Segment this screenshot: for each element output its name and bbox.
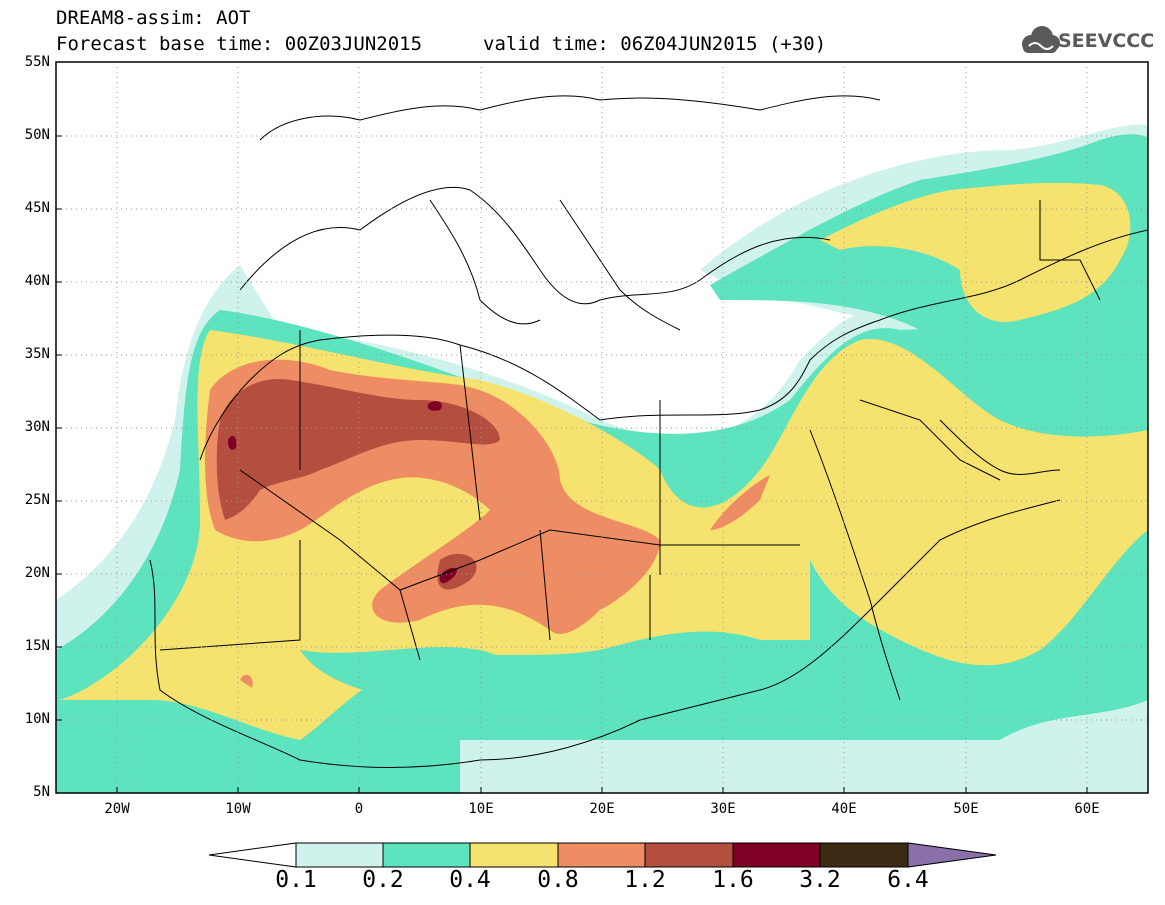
ticks [56,135,1088,793]
lat-label: 25N [24,492,50,508]
aot-band-1-6 [228,401,457,584]
colorbar-label: 0.8 [537,867,579,893]
colorbar-label: 0.2 [362,867,404,893]
lon-label: 60E [1074,801,1100,817]
lon-label: 20E [589,801,615,817]
lat-label: 45N [24,200,50,216]
lat-label: 30N [24,419,50,435]
lon-label: 50E [953,801,979,817]
cloud-icon [1022,26,1060,53]
logo-text: SEEVCCC [1058,30,1155,52]
map-title: DREAM8-assim: AOT [56,7,251,29]
coastlines [149,95,1148,768]
lat-label: 50N [24,127,50,143]
colorbar [208,842,997,868]
lat-label: 15N [24,638,50,654]
lat-label: 20N [24,565,50,581]
colorbar-bin-5 [644,842,734,868]
colorbar-bin-1 [295,842,384,868]
lat-label: 55N [24,54,50,70]
colorbar-label: 3.2 [799,867,841,893]
colorbar-bin-4 [557,842,646,868]
colorbar-bin-2 [382,842,471,868]
colorbar-bin-6 [732,842,821,868]
lon-label: 10E [468,801,494,817]
forecast-base-time: Forecast base time: 00Z03JUN2015 [56,33,423,55]
colorbar-label: 0.4 [449,867,491,893]
grid [56,62,1148,793]
colorbar-label: 0.1 [275,867,317,893]
lat-label: 35N [24,346,50,362]
lon-label: 40E [831,801,857,817]
colorbar-over-arrow [907,842,997,868]
lat-label: 5N [33,784,50,800]
colorbar-under-arrow [208,842,297,868]
lon-label: 30E [710,801,736,817]
valid-time: valid time: 06Z04JUN2015 (+30) [483,33,827,55]
lon-label: 20W [104,801,130,817]
colorbar-bin-3 [469,842,559,868]
lat-label: 40N [24,273,50,289]
lon-label: 10W [225,801,251,817]
colorbar-label: 6.4 [887,867,929,893]
colorbar-bin-7 [819,842,909,868]
lat-label: 10N [24,711,50,727]
colorbar-label: 1.2 [624,867,666,893]
lon-label: 0 [354,801,364,817]
colorbar-label: 1.6 [712,867,754,893]
